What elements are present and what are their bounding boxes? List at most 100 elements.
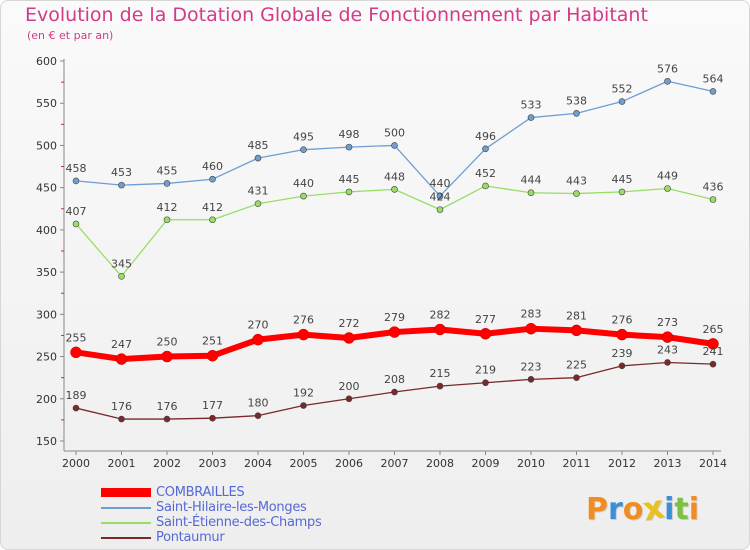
data-label: 208 <box>384 373 405 386</box>
data-label: 192 <box>293 387 314 400</box>
legend-swatch <box>101 507 151 509</box>
x-tick-label: 2005 <box>290 457 318 470</box>
data-label: 176 <box>157 400 178 413</box>
data-point <box>573 110 580 117</box>
x-tick-label: 2003 <box>199 457 227 470</box>
data-point <box>345 395 353 403</box>
chart-title: Evolution de la Dotation Globale de Fonc… <box>25 4 648 26</box>
data-label: 445 <box>612 173 633 186</box>
data-label: 452 <box>475 167 496 180</box>
data-point <box>118 415 125 423</box>
data-point <box>300 402 307 409</box>
x-tick-label: 2008 <box>426 457 454 470</box>
data-point <box>570 324 583 337</box>
data-point <box>72 404 80 412</box>
data-point <box>391 388 398 396</box>
data-label: 225 <box>566 359 587 372</box>
y-tick-label: 200 <box>36 393 57 406</box>
data-point <box>482 379 489 387</box>
data-point <box>573 190 580 197</box>
data-point <box>709 360 717 368</box>
legend-swatch <box>101 522 151 524</box>
data-label: 251 <box>202 335 223 348</box>
y-tick-label: 350 <box>36 266 57 279</box>
y-tick-label: 400 <box>36 224 57 237</box>
data-labels: 189 176 176 177 180 192 200 208 215 219 223 225 239 2… <box>66 62 724 413</box>
data-label: 412 <box>157 201 178 214</box>
data-point <box>72 220 80 228</box>
data-point <box>527 189 535 197</box>
data-point <box>254 200 262 208</box>
data-point <box>664 77 671 85</box>
data-point <box>115 353 128 365</box>
data-label: 444 <box>521 174 542 187</box>
data-point <box>436 192 444 200</box>
x-tick-label: 2006 <box>335 457 363 470</box>
data-label: 255 <box>66 331 87 344</box>
data-point <box>118 273 125 280</box>
data-point <box>163 415 171 423</box>
data-point <box>661 331 674 343</box>
data-point <box>616 328 628 341</box>
data-label: 564 <box>703 72 724 85</box>
data-point <box>525 322 537 335</box>
y-tick-label: 250 <box>36 351 57 364</box>
data-point <box>436 206 444 213</box>
x-tick-label: 2002 <box>153 457 181 470</box>
data-label: 283 <box>521 308 542 321</box>
data-point <box>300 192 307 200</box>
y-tick-label: 450 <box>36 182 57 195</box>
x-tick-label: 2001 <box>108 457 136 470</box>
data-label: 495 <box>293 131 314 144</box>
data-point <box>479 328 492 340</box>
data-label: 440 <box>430 177 451 190</box>
data-point <box>118 181 125 189</box>
data-label: 223 <box>521 360 542 373</box>
data-label: 272 <box>339 317 360 330</box>
data-label: 200 <box>339 380 360 393</box>
data-point <box>527 114 535 121</box>
x-tick-label: 2007 <box>381 457 409 470</box>
x-tick-label: 2009 <box>472 457 500 470</box>
data-point <box>391 186 398 193</box>
data-label: 449 <box>657 170 678 183</box>
y-tick-label: 500 <box>36 139 57 152</box>
data-label: 281 <box>566 309 587 322</box>
data-label: 552 <box>612 83 633 96</box>
legend-label: Pontaumur <box>156 530 225 545</box>
data-point <box>161 350 173 363</box>
data-label: 412 <box>202 201 223 214</box>
data-label: 247 <box>111 338 132 351</box>
data-label: 219 <box>475 364 496 377</box>
series-line <box>75 185 714 277</box>
data-label: 215 <box>430 367 451 380</box>
data-label: 241 <box>703 345 724 358</box>
data-point <box>527 376 535 383</box>
data-point <box>618 188 626 196</box>
data-label: 455 <box>157 164 178 177</box>
data-label: 443 <box>566 175 587 188</box>
data-point <box>664 359 671 366</box>
data-point <box>209 414 216 422</box>
y-tick-label: 150 <box>36 435 57 448</box>
chart-subtitle: (en € et par an) <box>27 29 114 42</box>
data-point <box>707 338 719 350</box>
x-tick-label: 2014 <box>699 457 727 470</box>
data-point <box>209 216 216 224</box>
legend-label: Saint-Étienne-des-Champs <box>156 515 322 530</box>
data-label: 345 <box>111 257 132 270</box>
data-point <box>163 180 171 187</box>
data-label: 453 <box>111 166 132 179</box>
data-label: 177 <box>202 399 223 412</box>
data-label: 431 <box>248 185 269 198</box>
data-label: 424 <box>430 191 451 204</box>
y-tick-label: 600 <box>36 55 57 68</box>
x-tick-label: 2004 <box>244 457 272 470</box>
data-label: 270 <box>248 319 269 332</box>
x-tick-label: 2013 <box>654 457 682 470</box>
data-label: 176 <box>111 400 132 413</box>
data-label: 282 <box>430 309 451 322</box>
data-label: 458 <box>66 162 87 175</box>
